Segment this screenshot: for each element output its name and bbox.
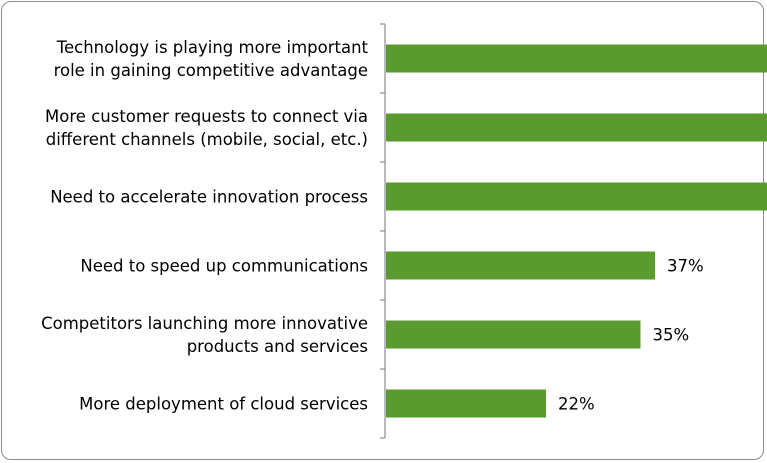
category-label: Need to accelerate innovation process [50, 188, 368, 207]
bar [386, 182, 767, 211]
bar [386, 113, 767, 142]
category-label: role in gaining competitive advantage [54, 61, 368, 80]
category-label: More deployment of cloud services [79, 395, 368, 414]
category-label: different channels (mobile, social, etc.… [46, 130, 368, 149]
data-label: 37% [667, 257, 704, 276]
data-label: 35% [653, 326, 690, 345]
bar [386, 320, 641, 349]
bar [386, 44, 767, 73]
category-label: Competitors launching more innovative [41, 314, 368, 333]
category-label: Need to speed up communications [80, 257, 368, 276]
data-label: 22% [558, 395, 595, 414]
category-label: products and services [187, 337, 368, 356]
category-label: Technology is playing more important [56, 38, 369, 57]
bar [386, 389, 546, 418]
category-label: More customer requests to connect via [45, 107, 368, 126]
bar [386, 251, 656, 280]
